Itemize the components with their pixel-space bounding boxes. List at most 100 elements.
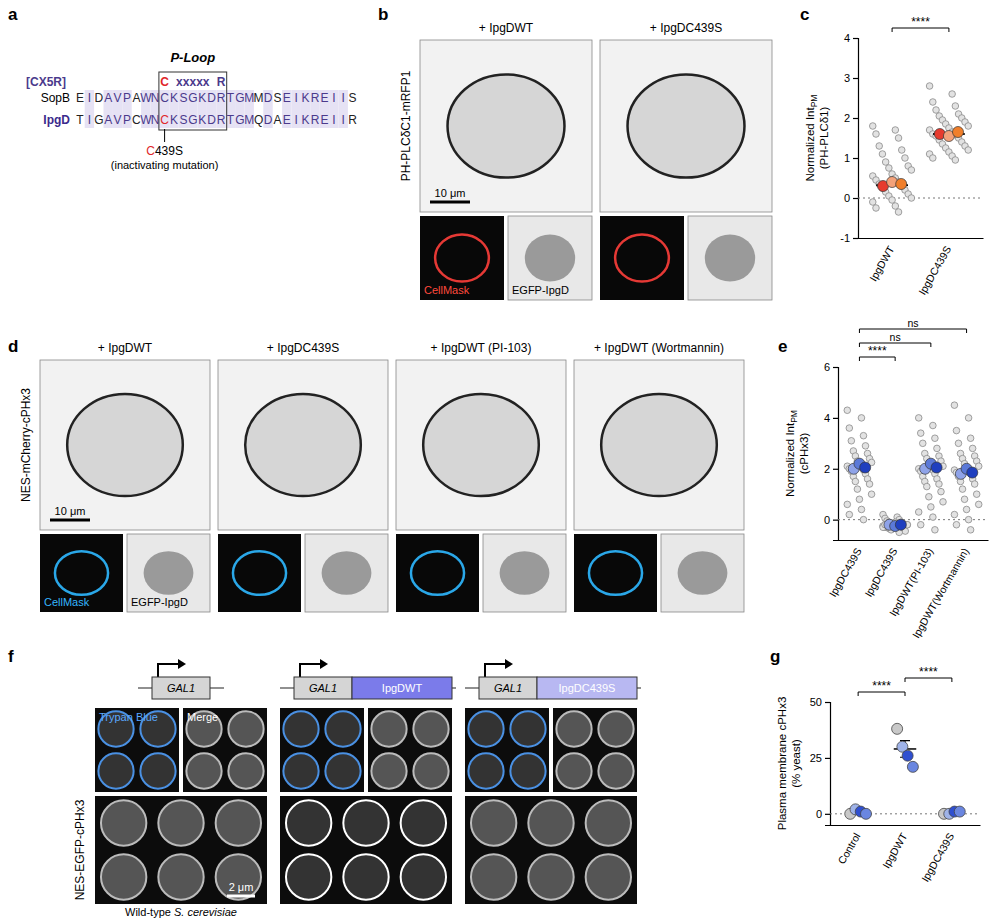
cell-point bbox=[961, 496, 968, 503]
image-decor bbox=[286, 854, 331, 899]
panel-letter: e bbox=[778, 337, 787, 356]
cell-point bbox=[908, 195, 915, 202]
image-decor bbox=[510, 711, 545, 746]
image-panel bbox=[95, 708, 179, 792]
image-panel bbox=[95, 796, 267, 904]
tick-mark bbox=[833, 520, 838, 521]
cell-point bbox=[858, 506, 865, 513]
cell-point bbox=[930, 155, 937, 162]
image-decor bbox=[371, 753, 406, 788]
tick-mark bbox=[833, 418, 838, 419]
image-decor bbox=[101, 854, 146, 899]
cell-point bbox=[951, 511, 958, 518]
tick: 4 bbox=[844, 32, 858, 44]
significance: **** bbox=[868, 344, 887, 358]
row-label: PH-PLCδC1-mRFP1 bbox=[399, 70, 413, 181]
image-decor bbox=[510, 753, 545, 788]
conservation-shade bbox=[329, 90, 338, 128]
conservation-shade bbox=[198, 90, 207, 128]
column-label: + IpgDC439S bbox=[650, 21, 722, 35]
image-panel bbox=[661, 534, 744, 612]
scale-bar bbox=[50, 519, 90, 522]
cell-point bbox=[936, 481, 943, 488]
image-decor bbox=[186, 753, 221, 788]
motif-box bbox=[159, 72, 227, 130]
y-axis: -101234 bbox=[840, 32, 858, 244]
image-decor bbox=[413, 711, 448, 746]
cell-point bbox=[892, 203, 899, 210]
column-label: + IpgDC439S bbox=[267, 341, 339, 355]
promoter-label: GAL1 bbox=[494, 682, 522, 694]
image-decor bbox=[158, 854, 203, 899]
tick-label: IpgDWT(Wortmannin) bbox=[910, 546, 971, 640]
tick: Control bbox=[835, 825, 862, 866]
image-decor bbox=[283, 711, 318, 746]
significance: ns bbox=[890, 331, 901, 343]
promoter-arrowhead bbox=[178, 659, 186, 669]
image-decor bbox=[528, 800, 573, 845]
scale-bar-label: 2 μm bbox=[229, 881, 254, 893]
image-decor bbox=[598, 711, 633, 746]
cell-point bbox=[858, 415, 865, 422]
cell-point bbox=[862, 443, 869, 450]
image-panel bbox=[218, 360, 388, 530]
cell-point bbox=[965, 123, 972, 130]
conservation-shade bbox=[301, 90, 310, 128]
replicate-point bbox=[902, 750, 913, 761]
conservation-shade bbox=[207, 90, 216, 128]
promoter-box bbox=[479, 677, 537, 699]
x-axis: IpgDC439SIpgDC439SIpgDWT(PI-103)IpgDWT(W… bbox=[826, 540, 988, 640]
cell-point bbox=[932, 435, 939, 442]
construct-box bbox=[352, 677, 452, 699]
axis-title-part: (cPHx3) bbox=[798, 433, 810, 475]
figure: abcdefgP-Loop[CX5R]CxxxxxRSopBEIDAVPAWNC… bbox=[0, 0, 999, 920]
row-label: NES-EGFP-cPHx3 bbox=[73, 799, 87, 900]
image-decor bbox=[615, 234, 669, 281]
image-decor bbox=[628, 74, 745, 177]
conservation-shade bbox=[85, 90, 94, 128]
image-panel bbox=[396, 360, 566, 530]
tick: IpgDC439S bbox=[826, 540, 864, 599]
cell-point bbox=[967, 527, 974, 534]
stain-label: EGFP-IpgD bbox=[512, 284, 569, 296]
promoter-arrow bbox=[485, 664, 505, 677]
axis-line bbox=[833, 368, 839, 541]
replicate-mean bbox=[860, 462, 871, 473]
strain-part: Wild-type bbox=[125, 906, 174, 918]
tick: 2 bbox=[824, 463, 838, 475]
x-axis: IpgDWTIpgDC439S bbox=[859, 238, 984, 297]
image-panel bbox=[40, 360, 210, 530]
image-panel bbox=[305, 534, 388, 612]
tick-mark bbox=[853, 38, 858, 39]
scale-bar bbox=[430, 201, 470, 204]
conservation-shade bbox=[188, 90, 197, 128]
conservation-shade bbox=[292, 90, 301, 128]
cell-point bbox=[953, 427, 960, 434]
image-decor bbox=[500, 551, 550, 595]
cell-point bbox=[951, 402, 958, 409]
image-decor bbox=[598, 753, 633, 788]
axis-line bbox=[859, 238, 984, 239]
cell-point bbox=[892, 127, 899, 134]
image-decor bbox=[98, 753, 133, 788]
tick-label: IpgDC439S bbox=[862, 546, 900, 599]
cell-point bbox=[971, 481, 978, 488]
x-axis: ControlIpgDWTIpgDC439S bbox=[831, 825, 981, 884]
plot-area bbox=[838, 402, 988, 536]
conservation-shade bbox=[320, 90, 329, 128]
tick-label: 3 bbox=[844, 72, 850, 84]
image-decor bbox=[586, 854, 631, 899]
chart: 02550ControlIpgDWTIpgDC439SPlasma membra… bbox=[776, 665, 981, 884]
cell-point bbox=[852, 478, 859, 485]
cell-point bbox=[963, 506, 970, 513]
column-label: + IpgDWT bbox=[98, 341, 153, 355]
conservation-shade bbox=[122, 90, 131, 128]
cell-point bbox=[895, 209, 902, 216]
significance-bracket bbox=[859, 343, 930, 347]
sequence: EIDAVPAWNCKSGKDRTGMMDSEIKREIIS bbox=[76, 91, 357, 105]
replicate-mean bbox=[953, 127, 964, 138]
cell-point bbox=[967, 435, 974, 442]
chart: -101234IpgDWTIpgDC439SNormalized IntPM(P… bbox=[804, 15, 984, 297]
image-panel bbox=[574, 534, 657, 612]
sequence-name: IpgD bbox=[43, 113, 70, 127]
